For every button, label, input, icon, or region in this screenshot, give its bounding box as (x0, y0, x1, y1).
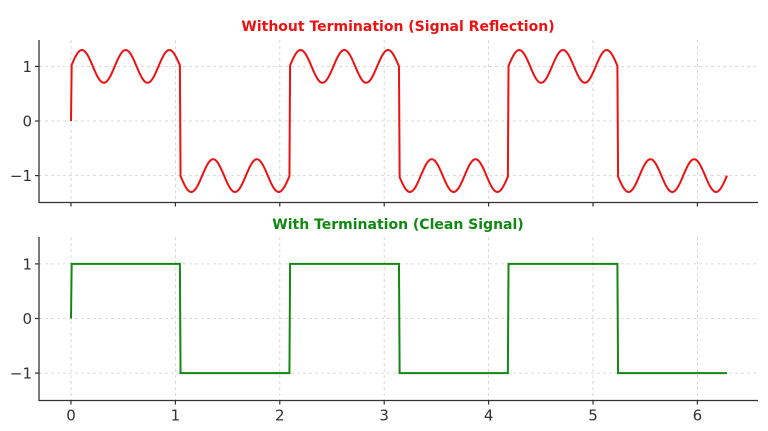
y-tick-label: −1 (10, 167, 32, 185)
top-chart-line-reflected (70, 49, 728, 193)
y-tick-label: 1 (22, 58, 32, 76)
top-chart-ticks: 1 0 −1 (10, 58, 699, 207)
top-chart-title: Without Termination (Signal Reflection) (241, 19, 554, 35)
y-tick-label: 1 (22, 255, 32, 273)
x-tick-label: 6 (693, 407, 703, 425)
top-chart-axes-spines (38, 40, 758, 204)
y-tick-label: −1 (10, 365, 32, 383)
x-tick-label: 3 (379, 407, 389, 425)
y-tick-label: 0 (22, 310, 32, 328)
bottom-chart: With Termination (Clean Signal) 0 1 2 3 4 5 6 1… (10, 217, 758, 425)
bottom-chart-line-clean (70, 262, 727, 375)
x-tick-label: 1 (171, 407, 181, 425)
y-tick-label: 0 (22, 113, 32, 131)
x-tick-label: 2 (275, 407, 285, 425)
x-tick-label: 4 (484, 407, 494, 425)
bottom-chart-axes-spines (38, 237, 758, 402)
bottom-chart-ticks: 0 1 2 3 4 5 6 1 0 −1 (10, 255, 702, 424)
x-tick-label: 5 (588, 407, 598, 425)
bottom-chart-title: With Termination (Clean Signal) (272, 217, 523, 233)
top-chart: Without Termination (Signal Reflection) … (10, 19, 758, 207)
x-tick-label: 0 (66, 407, 76, 425)
